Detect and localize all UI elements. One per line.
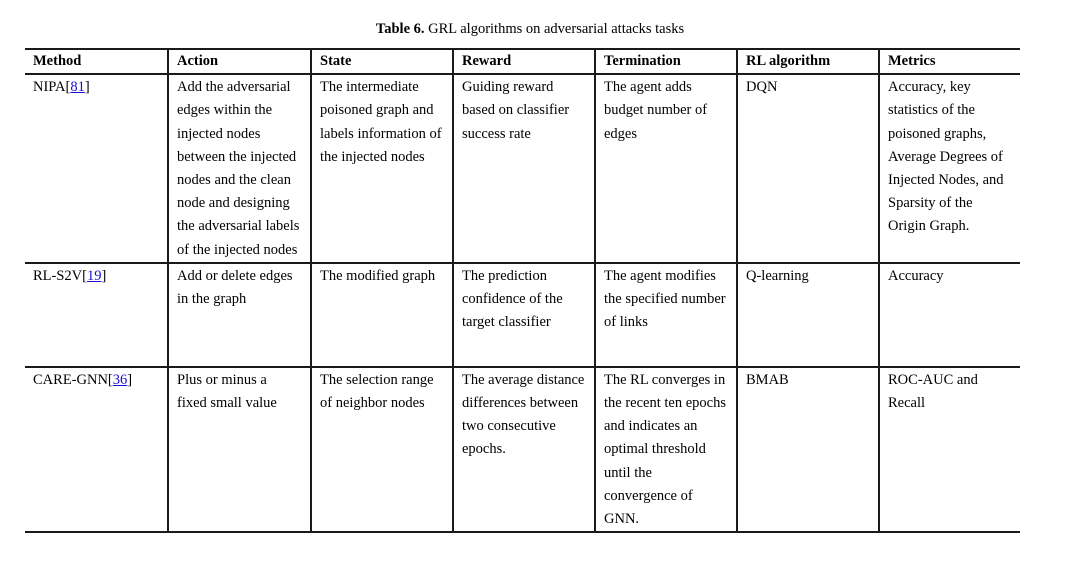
table-row: CARE-GNN[36] Plus or minus a fixed small v… (25, 366, 1020, 533)
reward-cell: The average distance differences between t… (452, 366, 596, 533)
citation-link[interactable]: 36 (112, 371, 128, 388)
cell-text-line: convergence of (604, 487, 693, 504)
cell-text-line: The prediction (462, 267, 547, 284)
caption-label: Table 6. (375, 21, 425, 37)
cell-text-line: Guiding reward (462, 79, 554, 96)
cell-text-line: statistics of the (888, 102, 975, 119)
cell-text-line: in the graph (177, 291, 247, 308)
state-cell: The modified graph (310, 262, 454, 367)
cell-text-line: the recent ten epochs (604, 395, 726, 412)
metrics-cell: ROC-AUC and Recall (878, 366, 1020, 533)
cell-text-line: injected nodes (177, 125, 261, 142)
cell-text-line: The RL converges in (604, 371, 726, 388)
cell-text-line: Q-learning (746, 267, 809, 284)
cell-text-line: budget number of (604, 102, 708, 119)
method-name: NIPA (33, 79, 66, 96)
table-row: NIPA[81] Add the adversarial edges within … (25, 74, 1020, 263)
cell-text-line: nodes and the clean (177, 172, 291, 189)
cell-text-line: the injected nodes (320, 148, 425, 165)
action-cell: Add or delete edges in the graph (167, 262, 312, 367)
citation-link[interactable]: 81 (70, 79, 85, 96)
cell-text-line: of the injected nodes (177, 241, 298, 258)
table-row: RL-S2V[19] Add or delete edges in the grap… (25, 262, 1020, 367)
cell-text-line: labels information of (320, 125, 442, 142)
cell-text-line: Accuracy, key (888, 79, 971, 96)
column-header-reward: Reward (452, 49, 596, 75)
cell-text-line: success rate (462, 125, 531, 142)
column-header-action: Action (167, 49, 312, 75)
rl-algorithm-cell: Q-learning (736, 262, 880, 367)
cell-text-line: The intermediate (320, 79, 419, 96)
cell-text-line: between the injected (177, 148, 297, 165)
state-cell: The intermediate poisoned graph and labels… (310, 74, 454, 263)
cell-text-line: Injected Nodes, and (888, 172, 1004, 189)
termination-cell: The RL converges in the recent ten epochs… (594, 366, 738, 533)
cell-text-line: of neighbor nodes (320, 395, 425, 412)
cell-text-line: and indicates an (604, 418, 698, 435)
method-cell: NIPA[81] (25, 74, 169, 263)
cell-text-line: Recall (888, 395, 926, 412)
method-name: RL-S2V (33, 267, 83, 284)
citation-link[interactable]: 19 (87, 267, 102, 284)
rl-algorithm-cell: BMAB (736, 366, 880, 533)
cell-text-line: The average distance (462, 371, 585, 388)
column-header-rl-algorithm: RL algorithm (736, 49, 880, 75)
cell-text-line: edges (604, 125, 638, 142)
cell-text-line: node and designing (177, 195, 290, 212)
cell-text-line: Add or delete edges (177, 267, 293, 284)
termination-cell: The agent modifies the specified number of… (594, 262, 738, 367)
reward-cell: The prediction confidence of the target cl… (452, 262, 596, 367)
column-header-termination: Termination (594, 49, 738, 75)
cell-text-line: Origin Graph. (888, 218, 970, 235)
cell-text-line: The modified graph (320, 267, 436, 284)
cell-text-line: Average Degrees of (888, 148, 1003, 165)
cell-text-line: based on classifier (462, 102, 570, 119)
cell-text-line: BMAB (746, 371, 789, 388)
cell-text-line: The agent modifies (604, 267, 716, 284)
column-header-state: State (310, 49, 454, 75)
termination-cell: The agent adds budget number of edges (594, 74, 738, 263)
grl-adversarial-table: Method Action State Reward Termination RL alg… (25, 48, 1020, 533)
state-cell: The selection range of neighbor nodes (310, 366, 454, 533)
table-caption: Table 6. GRL algorithms on adversarial a… (0, 21, 1060, 38)
cell-text-line: the specified number (604, 291, 726, 308)
action-cell: Plus or minus a fixed small value (167, 366, 312, 533)
cell-text-line: Add the adversarial (177, 79, 291, 96)
cell-text-line: Plus or minus a (177, 371, 267, 388)
cell-text-line: optimal threshold (604, 441, 706, 458)
header-row: Method Action State Reward Termination RL alg… (25, 49, 1020, 75)
cell-text-line: of links (604, 314, 648, 331)
cell-text-line: epochs. (462, 441, 506, 458)
rl-algorithm-cell: DQN (736, 74, 880, 263)
action-cell: Add the adversarial edges within the injec… (167, 74, 312, 263)
metrics-cell: Accuracy, key statistics of the poisoned g… (878, 74, 1020, 263)
cell-text-line: The selection range (320, 371, 434, 388)
column-header-metrics: Metrics (878, 49, 1020, 75)
cell-text-line: target classifier (462, 314, 551, 331)
cell-text-line: confidence of the (462, 291, 563, 308)
cell-text-line: Accuracy (888, 267, 944, 284)
cell-text-line: Sparsity of the (888, 195, 973, 212)
cell-text-line: edges within the (177, 102, 273, 119)
metrics-cell: Accuracy (878, 262, 1020, 367)
method-cell: RL-S2V[19] (25, 262, 169, 367)
column-header-method: Method (25, 49, 169, 75)
reward-cell: Guiding reward based on classifier success… (452, 74, 596, 263)
cell-text-line: until the (604, 464, 652, 481)
cell-text-line: differences between (462, 395, 579, 412)
caption-text: GRL algorithms on adversarial attacks ta… (428, 21, 685, 37)
cell-text-line: The agent adds (604, 79, 692, 96)
cell-text-line: ROC-AUC and (888, 371, 978, 388)
cell-text-line: fixed small value (177, 395, 277, 412)
cell-text-line: DQN (746, 79, 778, 96)
cell-text-line: GNN. (604, 511, 640, 528)
method-cell: CARE-GNN[36] (25, 366, 169, 533)
cell-text-line: poisoned graphs, (888, 125, 987, 142)
method-name: CARE-GNN (33, 371, 108, 388)
cell-text-line: poisoned graph and (320, 102, 434, 119)
cell-text-line: two consecutive (462, 418, 556, 435)
cell-text-line: the adversarial labels (177, 218, 300, 235)
